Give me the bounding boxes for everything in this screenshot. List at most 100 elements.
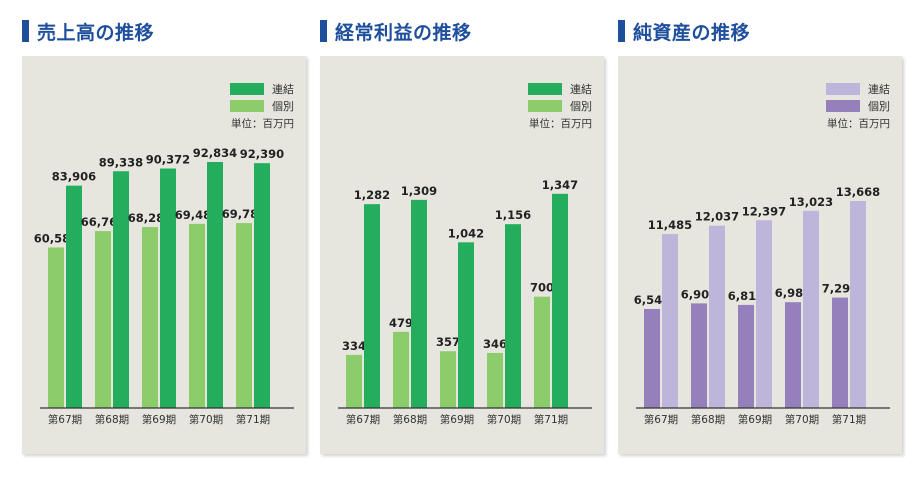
- bar-individual: [738, 304, 754, 408]
- data-label: 1,282: [354, 188, 390, 202]
- bar-individual: [691, 303, 707, 408]
- bar-consolidated: [505, 224, 521, 408]
- data-label: 346: [483, 337, 507, 351]
- data-label: 7,291: [822, 282, 858, 296]
- data-label: 700: [530, 281, 554, 295]
- legend-swatch-consolidated: [230, 82, 264, 95]
- chart-panel: 60,582 83,906 第67期 66,764 89,338 第68期 68,286 90…: [22, 56, 306, 454]
- x-tick-label: 第68期: [95, 413, 129, 426]
- bar-consolidated: [458, 242, 474, 408]
- bar-consolidated: [850, 201, 866, 408]
- x-tick-label: 第70期: [189, 413, 223, 426]
- data-label: 357: [436, 335, 460, 349]
- bar-consolidated: [756, 220, 772, 408]
- bar-individual: [95, 231, 111, 408]
- chart-plot: 334 1,282 第67期 479 1,309 第68期 357 1,042 第69期 346 1…: [338, 178, 592, 426]
- chart-plot: 6,541 11,485 第67期 6,909 12,037 第68期 6,810 12,39…: [634, 185, 890, 426]
- data-label: 92,834: [193, 146, 237, 160]
- x-tick-label: 第67期: [346, 413, 380, 426]
- bar-consolidated: [803, 210, 819, 408]
- bar-individual: [832, 297, 848, 408]
- legend-swatch-individual: [230, 99, 264, 112]
- bar-consolidated: [207, 161, 223, 408]
- ordinary-profit-chart: 経常利益の推移 334 1,282 第67期 479 1,309 第68期 357 1,042…: [320, 0, 604, 477]
- legend-label-consolidated: 連結: [570, 82, 592, 96]
- data-label: 13,023: [789, 195, 833, 209]
- chart-title: 経常利益の推移: [335, 21, 472, 44]
- unit-label: 単位：百万円: [827, 118, 890, 130]
- data-label: 6,810: [728, 289, 764, 303]
- data-label: 334: [342, 339, 366, 353]
- bar-individual: [142, 227, 158, 408]
- bar-individual: [644, 308, 660, 408]
- heading-bar-marker: [320, 20, 327, 42]
- x-tick-label: 第69期: [440, 413, 474, 426]
- bar-consolidated: [113, 171, 129, 408]
- bar-individual: [534, 296, 550, 408]
- bar-consolidated: [552, 193, 568, 408]
- legend-label-individual: 個別: [570, 99, 592, 113]
- heading-bar-marker: [22, 20, 29, 42]
- data-label: 479: [389, 316, 413, 330]
- legend-item-individual: 個別: [230, 97, 294, 114]
- data-label: 89,338: [99, 155, 143, 169]
- chart-heading: 純資産の推移: [618, 18, 750, 44]
- x-tick-label: 第67期: [644, 413, 678, 426]
- x-tick-label: 第67期: [48, 413, 82, 426]
- bar-individual: [393, 331, 409, 408]
- x-tick-label: 第71期: [534, 413, 568, 426]
- data-label: 13,668: [836, 185, 880, 199]
- chart-panel: 6,541 11,485 第67期 6,909 12,037 第68期 6,810 12,39…: [618, 56, 902, 454]
- chart-heading: 経常利益の推移: [320, 18, 472, 44]
- bar-consolidated: [411, 199, 427, 408]
- legend-label-individual: 個別: [868, 99, 890, 113]
- chart-legend: 連結 個別 単位：百万円: [826, 80, 890, 131]
- net-assets-chart: 純資産の推移 6,541 11,485 第67期 6,909 12,037 第68期 6,8…: [618, 0, 902, 477]
- x-tick-label: 第70期: [487, 413, 521, 426]
- legend-swatch-consolidated: [826, 82, 860, 95]
- data-label: 1,347: [542, 178, 578, 192]
- bar-individual: [346, 354, 362, 408]
- data-label: 1,156: [495, 208, 531, 222]
- data-label: 12,037: [695, 210, 739, 224]
- x-tick-label: 第71期: [236, 413, 270, 426]
- legend-swatch-consolidated: [528, 82, 562, 95]
- legend-item-individual: 個別: [826, 97, 890, 114]
- data-label: 6,988: [775, 286, 811, 300]
- data-label: 1,042: [448, 226, 484, 240]
- legend-item-consolidated: 連結: [230, 80, 294, 97]
- legend-swatch-individual: [826, 99, 860, 112]
- legend-item-consolidated: 連結: [528, 80, 592, 97]
- legend-swatch-individual: [528, 99, 562, 112]
- data-label: 1,309: [401, 184, 437, 198]
- x-tick-label: 第68期: [393, 413, 427, 426]
- bar-consolidated: [709, 225, 725, 408]
- bar-consolidated: [66, 185, 82, 408]
- bar-individual: [48, 247, 64, 408]
- x-tick-label: 第71期: [832, 413, 866, 426]
- data-label: 6,909: [681, 287, 717, 301]
- bar-individual: [440, 351, 456, 408]
- x-tick-label: 第69期: [142, 413, 176, 426]
- data-label: 11,485: [648, 218, 692, 232]
- chart-heading: 売上高の推移: [22, 18, 154, 44]
- bar-individual: [189, 223, 205, 408]
- data-label: 90,372: [146, 153, 190, 167]
- data-label: 6,541: [634, 293, 670, 307]
- chart-title: 純資産の推移: [633, 21, 751, 44]
- bar-consolidated: [364, 204, 380, 408]
- data-label: 83,906: [52, 170, 96, 184]
- bar-individual: [785, 302, 801, 408]
- legend-label-individual: 個別: [272, 99, 294, 113]
- bar-consolidated: [160, 168, 176, 408]
- bar-individual: [236, 223, 252, 408]
- unit-label: 単位：百万円: [231, 118, 294, 130]
- bar-individual: [487, 352, 503, 408]
- chart-legend: 連結 個別 単位：百万円: [230, 80, 294, 131]
- bar-consolidated: [662, 234, 678, 408]
- x-tick-label: 第68期: [691, 413, 725, 426]
- legend-label-consolidated: 連結: [272, 82, 294, 96]
- x-tick-label: 第69期: [738, 413, 772, 426]
- bar-consolidated: [254, 163, 270, 408]
- chart-title: 売上高の推移: [37, 21, 155, 44]
